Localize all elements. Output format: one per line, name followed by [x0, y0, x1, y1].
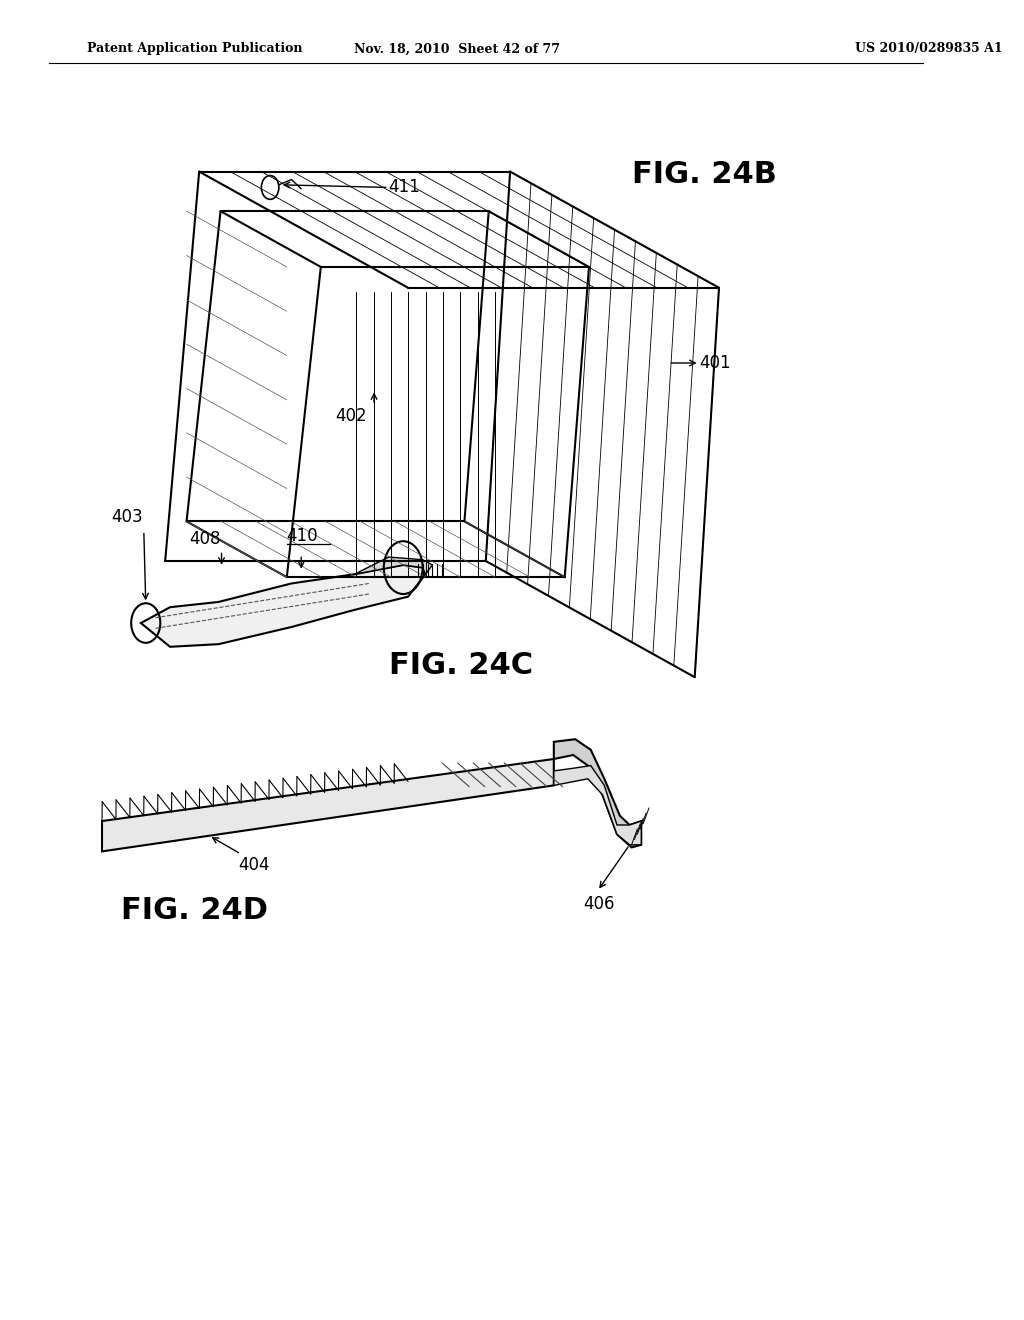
Text: 408: 408 — [189, 529, 221, 548]
Text: Patent Application Publication: Patent Application Publication — [87, 42, 303, 55]
Polygon shape — [554, 766, 641, 845]
Text: 402: 402 — [335, 407, 367, 425]
Text: 403: 403 — [112, 508, 143, 527]
Text: Nov. 18, 2010  Sheet 42 of 77: Nov. 18, 2010 Sheet 42 of 77 — [353, 42, 560, 55]
Text: US 2010/0289835 A1: US 2010/0289835 A1 — [855, 42, 1002, 55]
Text: FIG. 24D: FIG. 24D — [122, 896, 268, 925]
Polygon shape — [141, 565, 426, 647]
Text: 406: 406 — [583, 895, 614, 913]
Text: FIG. 24B: FIG. 24B — [632, 160, 776, 189]
Text: 401: 401 — [699, 354, 731, 372]
Polygon shape — [554, 739, 641, 847]
Text: FIG. 24C: FIG. 24C — [389, 651, 532, 680]
Polygon shape — [354, 557, 432, 574]
Text: 411: 411 — [389, 178, 421, 197]
Text: 410: 410 — [287, 527, 318, 545]
Polygon shape — [102, 759, 554, 851]
Text: 404: 404 — [238, 855, 269, 874]
